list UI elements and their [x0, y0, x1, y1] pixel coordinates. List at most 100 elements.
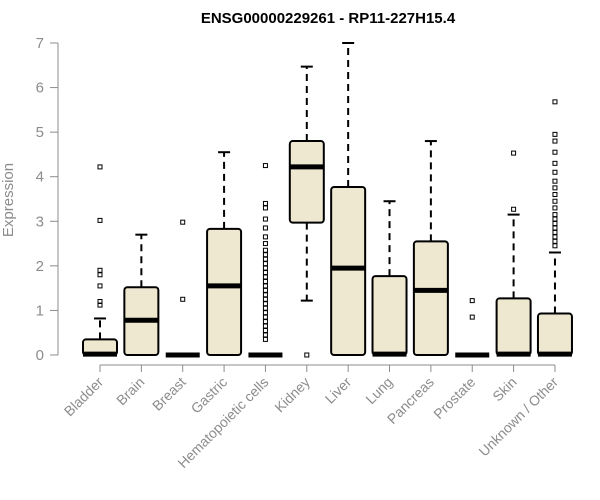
outlier-point [262, 305, 268, 311]
outlier-point [262, 200, 268, 206]
outlier-point [262, 287, 268, 293]
outlier-point [262, 241, 268, 247]
outlier-point [552, 185, 558, 191]
outlier-point [262, 314, 268, 320]
outlier-point [262, 292, 268, 298]
outlier-point [552, 192, 558, 198]
outlier-point [262, 336, 268, 342]
outlier-point [552, 238, 558, 244]
outlier-point [262, 265, 268, 271]
outlier-point [262, 283, 268, 289]
outlier-point [262, 327, 268, 333]
y-tick-label: 2 [36, 258, 44, 275]
outlier-point [552, 131, 558, 137]
outlier-point [552, 178, 558, 184]
y-tick-label: 4 [36, 169, 44, 186]
y-tick-label: 6 [36, 80, 44, 97]
outlier-point [97, 272, 103, 278]
y-axis: 0 1 2 3 4 5 6 7 [36, 35, 59, 364]
y-tick-label: 7 [36, 35, 44, 52]
outlier-point [97, 217, 103, 223]
outlier-point [552, 138, 558, 144]
outlier-point [262, 332, 268, 338]
outlier-point [552, 169, 558, 175]
outlier-point [469, 314, 475, 320]
outlier-point [511, 150, 517, 156]
outlier-point [552, 212, 558, 218]
outlier-point [262, 278, 268, 284]
outlier-point [262, 319, 268, 325]
outlier-point [552, 99, 558, 105]
outlier-point [262, 274, 268, 280]
outlier-point [552, 198, 558, 204]
iqr-box [330, 185, 367, 356]
chart-title: ENSG00000229261 - RP11-227H15.4 [201, 10, 456, 27]
y-tick-label: 1 [36, 302, 44, 319]
outlier-point [262, 323, 268, 329]
outlier-point [262, 247, 268, 253]
outlier-point [262, 225, 268, 231]
outlier-point [262, 296, 268, 302]
outlier-point [469, 298, 475, 304]
iqr-box [288, 140, 325, 224]
outlier-point [262, 205, 268, 211]
x-tick-label: Kidney [271, 374, 313, 416]
x-tick-label: Bladder [61, 374, 107, 420]
outlier-point [262, 252, 268, 258]
outlier-point [180, 296, 186, 302]
outlier-point [262, 234, 268, 240]
iqr-box [536, 312, 573, 357]
outlier-point [552, 221, 558, 227]
box-group [412, 140, 449, 356]
boxes-layer [82, 42, 573, 358]
box-group [536, 99, 573, 357]
outlier-point [304, 352, 310, 358]
box-group [330, 42, 367, 356]
x-tick-label: Skin [489, 374, 520, 405]
box-group [206, 151, 243, 356]
outlier-point [552, 225, 558, 231]
outlier-point [552, 160, 558, 166]
outlier-point [262, 163, 268, 169]
outlier-point [552, 243, 558, 249]
outlier-point [552, 205, 558, 211]
box-group [495, 150, 532, 357]
x-tick-label: Brain [113, 374, 147, 408]
outlier-point [262, 301, 268, 307]
box-group [288, 65, 325, 358]
outlier-point [262, 216, 268, 222]
x-tick-label: Breast [149, 374, 189, 414]
box-group [248, 163, 283, 358]
x-tick-label: Liver [322, 374, 355, 407]
x-tick-label: Prostate [430, 374, 478, 422]
outlier-point [552, 149, 558, 155]
outlier-point [552, 216, 558, 222]
y-tick-label: 5 [36, 124, 44, 141]
outlier-point [511, 206, 517, 212]
y-tick-label: 3 [36, 213, 44, 230]
box-group [455, 298, 490, 358]
outlier-point [262, 270, 268, 276]
y-axis-label: Expression [0, 163, 17, 237]
iqr-box [371, 275, 408, 357]
box-group [123, 233, 160, 357]
outlier-point [97, 283, 103, 289]
outlier-point [97, 267, 103, 273]
iqr-box [495, 297, 532, 356]
box-group [82, 164, 118, 357]
outlier-point [552, 234, 558, 240]
box-group [371, 200, 408, 357]
x-tick-label: Unknown / Other [475, 374, 561, 460]
outlier-point [97, 299, 103, 305]
iqr-box [412, 240, 449, 356]
outlier-point [262, 261, 268, 267]
y-tick-label: 0 [36, 347, 44, 364]
outlier-point [262, 310, 268, 316]
x-tick-label: Lung [362, 374, 395, 407]
outlier-point [262, 256, 268, 262]
outlier-point [180, 219, 186, 225]
iqr-box [206, 227, 243, 356]
outlier-point [97, 164, 103, 170]
